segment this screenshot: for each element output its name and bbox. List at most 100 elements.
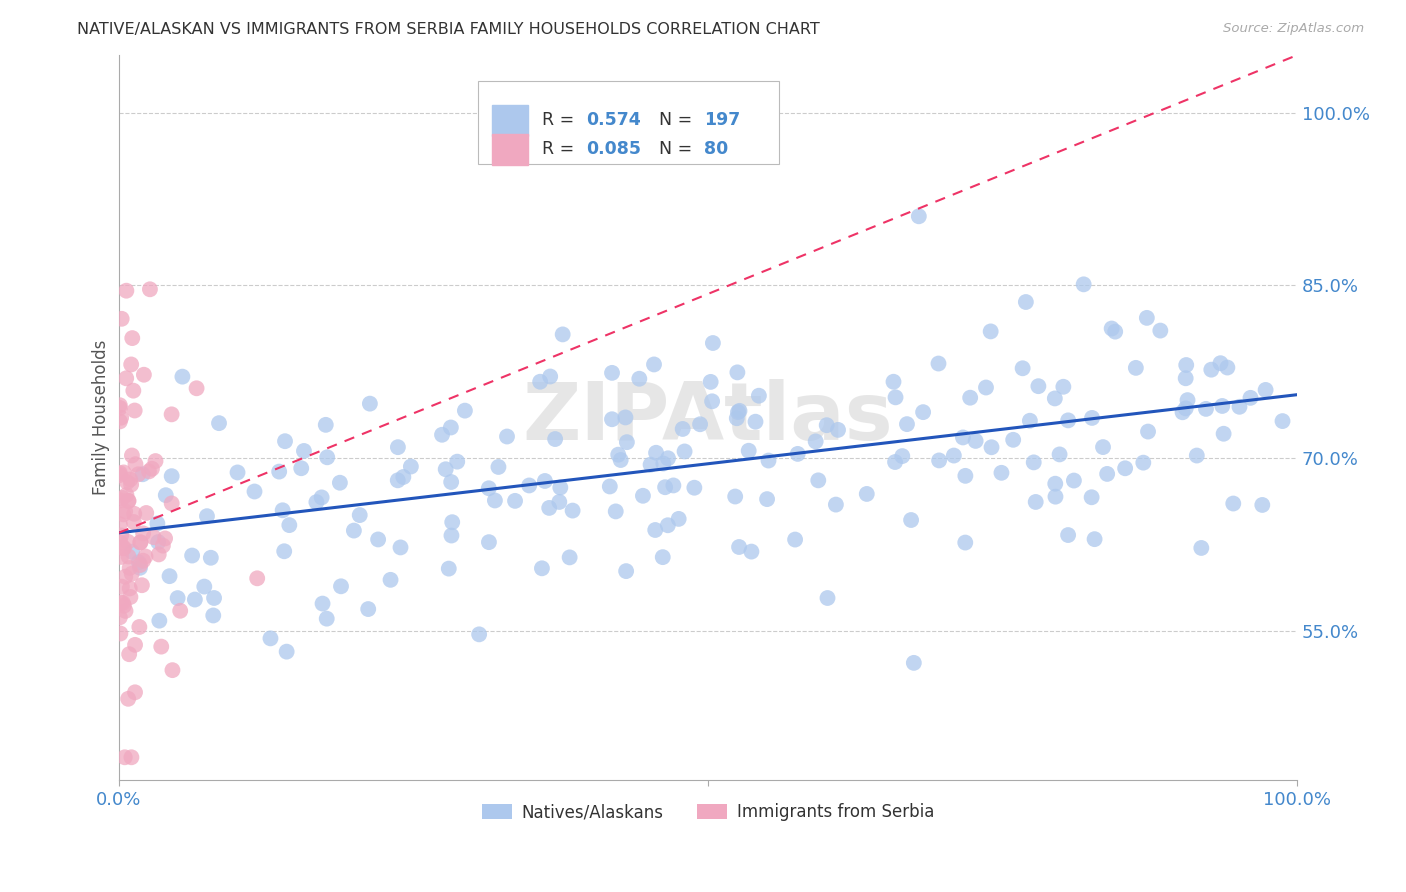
Point bbox=[468, 627, 491, 641]
Point bbox=[120, 590, 142, 604]
Point bbox=[124, 638, 146, 652]
Point bbox=[290, 461, 312, 475]
Point bbox=[172, 369, 194, 384]
Point bbox=[1063, 474, 1085, 488]
Point bbox=[118, 582, 141, 596]
Point bbox=[1057, 528, 1080, 542]
Text: NATIVE/ALASKAN VS IMMIGRANTS FROM SERBIA FAMILY HOUSEHOLDS CORRELATION CHART: NATIVE/ALASKAN VS IMMIGRANTS FROM SERBIA… bbox=[77, 22, 820, 37]
Point bbox=[965, 434, 987, 448]
Point bbox=[1177, 393, 1199, 408]
Point bbox=[728, 540, 751, 554]
Point bbox=[517, 478, 540, 492]
Point bbox=[1081, 411, 1104, 425]
Point bbox=[896, 417, 918, 431]
Point bbox=[1149, 324, 1171, 338]
Point bbox=[120, 473, 142, 487]
Point bbox=[689, 417, 711, 432]
Point bbox=[725, 411, 748, 425]
Point bbox=[1212, 426, 1234, 441]
Point bbox=[1271, 414, 1294, 428]
Point bbox=[110, 549, 132, 564]
Point bbox=[124, 403, 146, 417]
Point bbox=[193, 580, 215, 594]
Point bbox=[631, 489, 654, 503]
Point bbox=[135, 506, 157, 520]
Text: R =: R = bbox=[541, 112, 579, 129]
Point bbox=[882, 375, 904, 389]
Point bbox=[484, 493, 506, 508]
Point bbox=[129, 558, 152, 572]
Point bbox=[271, 503, 294, 517]
Point bbox=[980, 325, 1002, 339]
Point bbox=[488, 459, 510, 474]
Point bbox=[129, 535, 152, 549]
Point bbox=[744, 415, 766, 429]
Point bbox=[316, 450, 339, 465]
Point bbox=[884, 390, 907, 404]
Point bbox=[891, 449, 914, 463]
Point bbox=[108, 517, 131, 532]
Point bbox=[529, 375, 551, 389]
Point bbox=[727, 405, 749, 419]
Text: ZIPAtlas: ZIPAtlas bbox=[523, 379, 893, 457]
Point bbox=[974, 380, 997, 394]
Point bbox=[616, 435, 638, 450]
Point bbox=[551, 327, 574, 342]
Point bbox=[1189, 541, 1212, 555]
Point bbox=[699, 375, 721, 389]
Point bbox=[108, 493, 131, 508]
Point bbox=[122, 384, 145, 398]
Point bbox=[737, 443, 759, 458]
Point bbox=[440, 420, 463, 434]
Point bbox=[614, 410, 637, 425]
Point bbox=[146, 516, 169, 531]
Point bbox=[600, 412, 623, 426]
Point bbox=[815, 418, 838, 433]
Point bbox=[311, 491, 333, 505]
Point bbox=[430, 427, 453, 442]
Point bbox=[434, 462, 457, 476]
Point bbox=[614, 564, 637, 578]
Point bbox=[184, 592, 207, 607]
Point bbox=[884, 455, 907, 469]
Point bbox=[315, 417, 337, 432]
Point bbox=[912, 405, 935, 419]
Point bbox=[980, 440, 1002, 454]
Point bbox=[657, 451, 679, 466]
Point bbox=[1136, 310, 1159, 325]
Point bbox=[673, 444, 696, 458]
Point bbox=[132, 368, 155, 382]
Point bbox=[1045, 490, 1067, 504]
Point bbox=[959, 391, 981, 405]
Point bbox=[389, 541, 412, 555]
Point bbox=[683, 481, 706, 495]
Text: 197: 197 bbox=[704, 112, 741, 129]
Point bbox=[1195, 401, 1218, 416]
Point bbox=[115, 475, 138, 490]
Point bbox=[1201, 362, 1223, 376]
Point bbox=[110, 595, 132, 609]
Point bbox=[115, 371, 138, 385]
Point bbox=[1092, 440, 1115, 454]
Point bbox=[129, 561, 152, 575]
Point bbox=[1022, 455, 1045, 469]
Point bbox=[200, 550, 222, 565]
Point bbox=[1171, 405, 1194, 419]
Point bbox=[311, 597, 333, 611]
Point bbox=[112, 466, 135, 480]
Point bbox=[942, 449, 965, 463]
Point bbox=[315, 612, 337, 626]
Point bbox=[955, 468, 977, 483]
Point bbox=[548, 495, 571, 509]
Point bbox=[246, 571, 269, 585]
Point bbox=[1101, 321, 1123, 335]
Point bbox=[908, 209, 931, 223]
Point bbox=[387, 440, 409, 454]
Point bbox=[1104, 325, 1126, 339]
Point bbox=[124, 457, 146, 471]
Point bbox=[162, 663, 184, 677]
Text: N =: N = bbox=[648, 112, 697, 129]
Point bbox=[955, 535, 977, 549]
Point bbox=[652, 457, 675, 471]
Point bbox=[186, 381, 208, 395]
